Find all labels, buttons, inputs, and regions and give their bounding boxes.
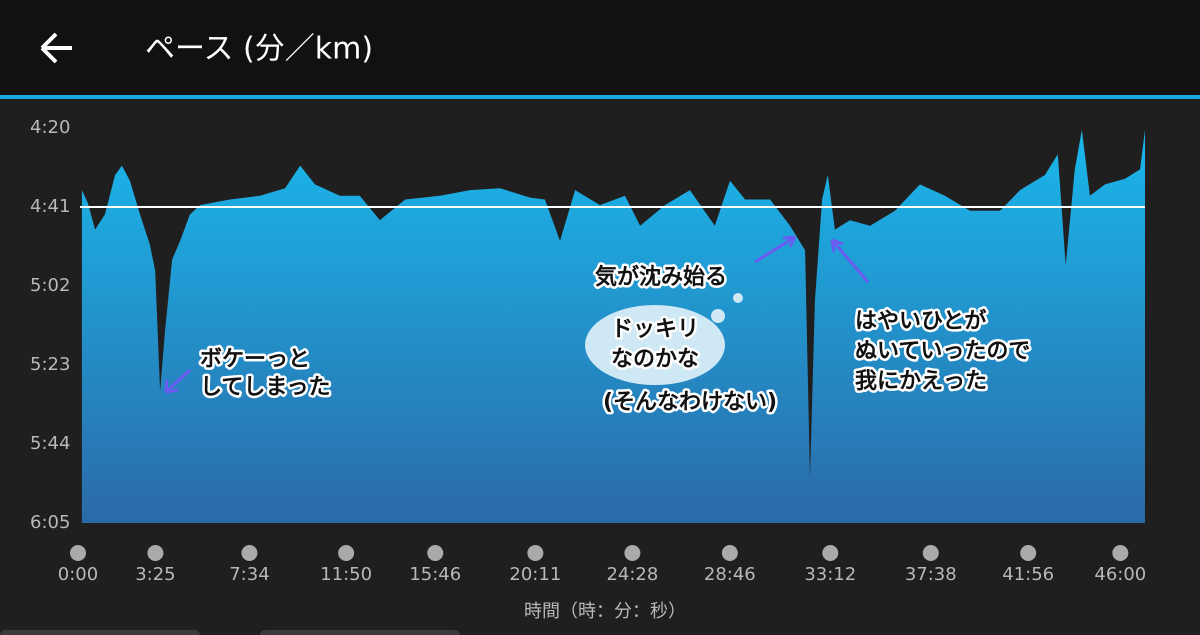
app-bar (0, 0, 1200, 95)
y-tick-label: 4:20 (30, 117, 70, 138)
arrow (164, 368, 192, 394)
x-tick-dot (70, 545, 86, 561)
annotation: ボケーっと (200, 347, 310, 372)
x-tick-dot (241, 545, 258, 561)
annotation: ドッキリ (611, 317, 699, 342)
x-tick-label: 7:34 (229, 564, 269, 585)
x-tick-label: 33:12 (804, 564, 856, 585)
back-button[interactable] (40, 32, 72, 64)
x-axis-label: 時間（時：分：秒） (524, 601, 686, 622)
y-tick-label: 4:41 (30, 196, 70, 217)
screen-title: ペース (分／km) (145, 32, 373, 67)
app-bar-border (0, 95, 1200, 99)
arrow (754, 235, 797, 264)
x-tick-dot (338, 545, 355, 561)
x-tick-label: 28:46 (704, 564, 756, 585)
x-tick-dot (1112, 545, 1129, 561)
x-tick-dot (822, 545, 839, 561)
annotation: なのかな (611, 347, 699, 372)
annotation: はやいひとが (855, 308, 986, 334)
annotation: ぬいていったので (855, 339, 1030, 364)
x-tick-dot (527, 545, 544, 561)
x-tick-label: 20:11 (509, 564, 561, 585)
tab[interactable] (260, 630, 460, 635)
y-tick-label: 5:23 (30, 354, 70, 375)
x-tick-label: 15:46 (409, 564, 461, 585)
y-tick-label: 6:05 (30, 512, 70, 533)
x-tick-dot (624, 545, 641, 561)
x-tick-label: 0:00 (58, 564, 98, 585)
x-tick-label: 37:38 (905, 564, 957, 585)
annotation: 我にかえった (855, 369, 987, 394)
x-tick-label: 3:25 (135, 564, 175, 585)
annotation: 気が沈み始る (595, 264, 727, 290)
x-tick-label: 24:28 (606, 564, 658, 585)
y-tick-label: 5:02 (30, 275, 70, 296)
x-tick-label: 46:00 (1094, 564, 1146, 585)
x-tick-label: 11:50 (320, 564, 372, 585)
x-tick-dot (1020, 545, 1037, 561)
tab[interactable] (0, 630, 200, 635)
bubble-dot (711, 309, 725, 323)
annotation: (そんなわけない) (603, 390, 777, 415)
x-tick-dot (147, 545, 164, 561)
speech-bubble (585, 305, 725, 385)
bubble-dot (733, 293, 743, 303)
x-tick-dot (922, 545, 939, 561)
x-tick-dot (427, 545, 444, 561)
y-tick-label: 5:44 (30, 433, 70, 454)
arrow (830, 238, 870, 283)
annotation: してしまった (200, 375, 330, 400)
x-tick-label: 41:56 (1002, 564, 1054, 585)
x-tick-dot (721, 545, 738, 561)
